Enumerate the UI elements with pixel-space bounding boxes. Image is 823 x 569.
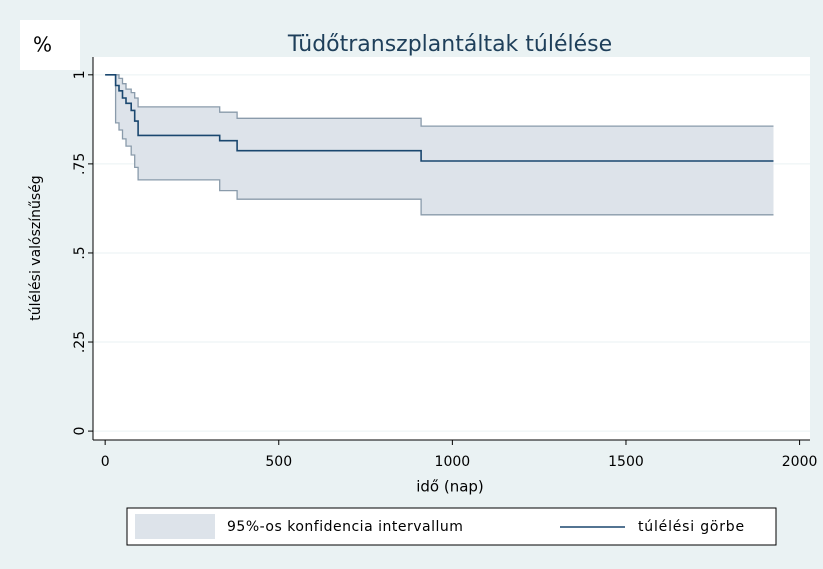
legend-swatch: [135, 514, 215, 539]
band-lower: [105, 74, 774, 216]
unit-box: [20, 20, 80, 70]
y-tick-label: 1: [72, 70, 88, 79]
x-tick-label: 0: [101, 454, 110, 470]
x-tick-label: 2000: [782, 454, 818, 470]
y-tick-label: .25: [72, 331, 88, 353]
chart-title: Tüdőtranszplantáltak túlélése: [287, 32, 612, 57]
legend: [126, 507, 777, 546]
x-tick-label: 500: [265, 454, 292, 470]
y-tick-label: .75: [72, 153, 88, 175]
y-tick-label: .5: [72, 246, 88, 259]
legend-label: túlélési görbe: [638, 519, 745, 535]
x-tick-label: 1500: [608, 454, 644, 470]
y-tick-label: 0: [72, 427, 88, 436]
unit-label: %: [33, 33, 52, 57]
band-upper: [105, 74, 774, 127]
survival-line: [105, 74, 774, 162]
band-fill: [105, 74, 774, 215]
x-tick-label: 1000: [435, 454, 471, 470]
x-axis-label: idő (nap): [416, 478, 484, 496]
y-axis-label: túlélési valószínűség: [28, 175, 44, 320]
legend-label: 95%-os konfidencia intervallum: [227, 519, 463, 535]
